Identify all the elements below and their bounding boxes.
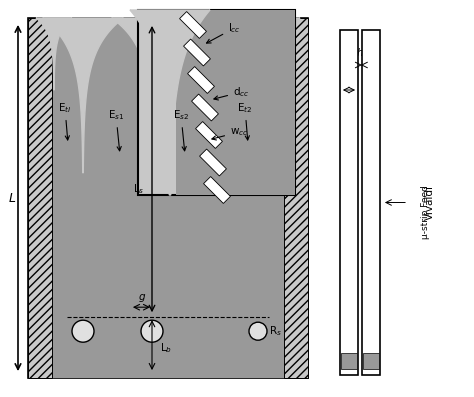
Bar	[340, 30, 358, 375]
Polygon shape	[264, 18, 300, 90]
Polygon shape	[180, 12, 207, 39]
Polygon shape	[180, 18, 261, 173]
Text: µ-strip Feed: µ-strip Feed	[421, 185, 430, 239]
Circle shape	[72, 320, 94, 342]
Bar	[176, 10, 295, 195]
Text: µ-strip Feed: µ-strip Feed	[373, 185, 382, 239]
Text: l$_{cc}$: l$_{cc}$	[207, 21, 241, 43]
Bar	[363, 353, 379, 369]
Polygon shape	[183, 39, 210, 66]
Text: h: h	[346, 73, 352, 83]
Circle shape	[141, 320, 163, 342]
Circle shape	[249, 322, 267, 340]
Bar	[28, 18, 52, 378]
Text: R$_s$: R$_s$	[269, 324, 282, 338]
Polygon shape	[188, 67, 214, 93]
Polygon shape	[130, 10, 210, 195]
Bar	[284, 18, 308, 378]
Text: h: h	[357, 48, 363, 58]
Polygon shape	[203, 177, 230, 203]
Polygon shape	[36, 18, 72, 90]
Text: Vivaldi: Vivaldi	[425, 185, 435, 220]
Polygon shape	[43, 18, 124, 173]
Bar	[28, 18, 308, 378]
Text: L: L	[9, 191, 16, 204]
Text: d$_{cc}$: d$_{cc}$	[214, 85, 250, 100]
Text: g: g	[138, 292, 145, 302]
Bar	[138, 10, 295, 195]
Polygon shape	[111, 18, 192, 163]
Text: E$_{s2}$: E$_{s2}$	[173, 108, 189, 151]
Bar	[341, 353, 357, 369]
Bar	[362, 30, 380, 375]
Bar	[52, 18, 284, 378]
Polygon shape	[200, 149, 227, 176]
Text: E$_{s1}$: E$_{s1}$	[108, 108, 124, 151]
Text: E$_{t2}$: E$_{t2}$	[237, 101, 253, 140]
Polygon shape	[196, 121, 222, 148]
Text: L$_s$: L$_s$	[133, 182, 145, 196]
Text: w$_{cc}$: w$_{cc}$	[212, 126, 248, 140]
Text: E$_{tl}$: E$_{tl}$	[58, 101, 72, 140]
Polygon shape	[191, 94, 219, 121]
Text: L$_b$: L$_b$	[160, 341, 172, 355]
